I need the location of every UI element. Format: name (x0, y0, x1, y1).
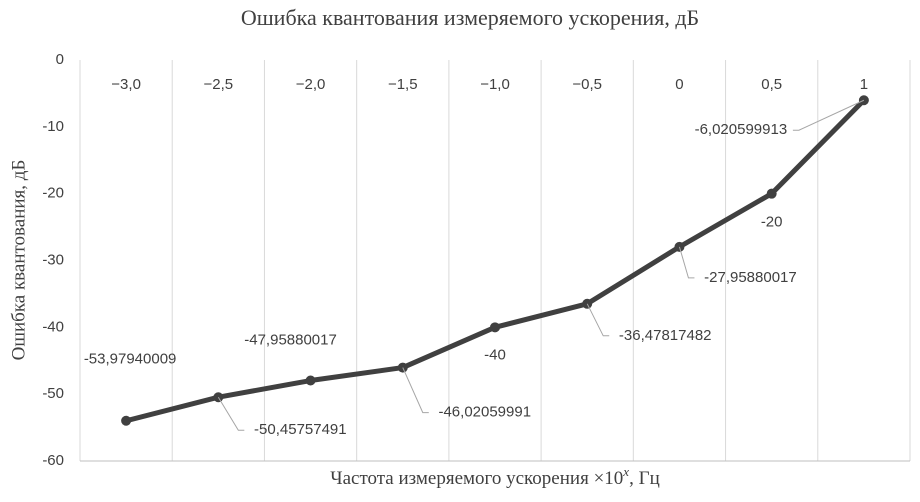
point (121, 415, 132, 426)
leader-line (217, 396, 245, 431)
data-label: -40 (484, 346, 506, 363)
point (490, 322, 500, 333)
x-tick-label: 1 (860, 76, 868, 93)
line (125, 98, 866, 424)
data-label: -6,020599913 (695, 121, 788, 138)
leader-line (792, 99, 865, 131)
data-label: -20 (761, 214, 783, 231)
y-tick-label: -60 (42, 452, 64, 469)
x-tick-label: −0,5 (572, 76, 602, 93)
y-tick-label: -20 (42, 185, 64, 202)
point (766, 188, 777, 199)
y-tick-label: -50 (42, 385, 64, 402)
x-tick-label: −1,5 (388, 76, 418, 93)
data-label: -46,02059991 (438, 404, 531, 421)
leader-line (678, 246, 695, 279)
data-label: -50,45757491 (254, 421, 347, 438)
x-label-text: , Гц (629, 468, 660, 489)
y-tick-label: -10 (42, 118, 64, 135)
leader-line (402, 367, 429, 414)
data-label: -27,95880017 (704, 269, 797, 286)
y-tick-label: -40 (42, 318, 64, 335)
x-label-text: Частота измеряемого ускорения ×10 (330, 468, 623, 489)
data-label: -53,97940009 (84, 351, 177, 368)
x-tick-label: 0,5 (761, 76, 782, 93)
data-label: -47,95880017 (244, 331, 337, 348)
x-tick-label: −2,0 (296, 76, 326, 93)
y-axis-label: Ошибка квантования, дБ (8, 160, 29, 361)
point (305, 375, 316, 386)
chart-title: Ошибка квантования измеряемого ускорения… (241, 5, 699, 30)
x-label-sup: x (622, 464, 629, 479)
y-tick-label: 0 (56, 51, 64, 68)
x-axis-label: Частота измеряемого ускорения ×10x, Гц (330, 464, 659, 489)
x-tick-label: −2,5 (204, 76, 234, 93)
y-tick-label: -30 (42, 251, 64, 268)
x-tick-label: 0 (675, 76, 683, 93)
x-tick-label: −3,0 (111, 76, 141, 93)
leader-line (586, 303, 610, 337)
data-label: -36,47817482 (619, 327, 712, 344)
x-tick-label: −1,0 (480, 76, 510, 93)
